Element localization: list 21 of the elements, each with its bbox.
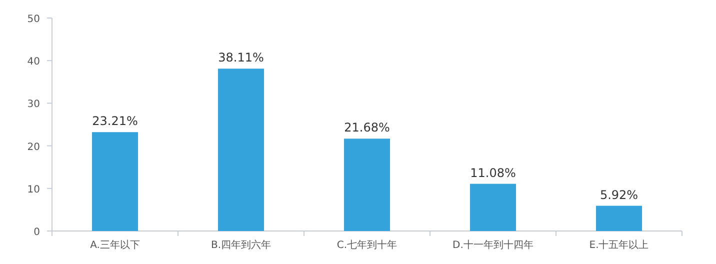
y-tick-label: 20	[27, 142, 40, 153]
y-tick-label: 40	[27, 56, 40, 68]
bar	[344, 138, 390, 231]
bar	[218, 68, 264, 231]
data-label: 5.92%	[600, 188, 638, 202]
y-tick-label: 30	[27, 99, 40, 110]
bar	[596, 206, 642, 231]
x-tick-label: A.三年以下	[90, 239, 140, 251]
data-label: 38.11%	[218, 50, 264, 65]
bar	[92, 132, 138, 231]
bar	[470, 184, 516, 231]
y-tick-label: 10	[27, 184, 40, 196]
x-tick-label: E.十五年以上	[589, 239, 649, 251]
data-label: 23.21%	[92, 114, 138, 128]
data-label: 11.08%	[470, 166, 516, 180]
data-label: 21.68%	[344, 120, 390, 135]
y-tick-label: 0	[34, 227, 40, 238]
x-tick-label: B.四年到六年	[210, 239, 272, 251]
x-tick-label: D.十一年到十四年	[452, 239, 534, 251]
x-tick-label: C.七年到十年	[336, 239, 398, 251]
y-tick-label: 50	[27, 14, 40, 25]
